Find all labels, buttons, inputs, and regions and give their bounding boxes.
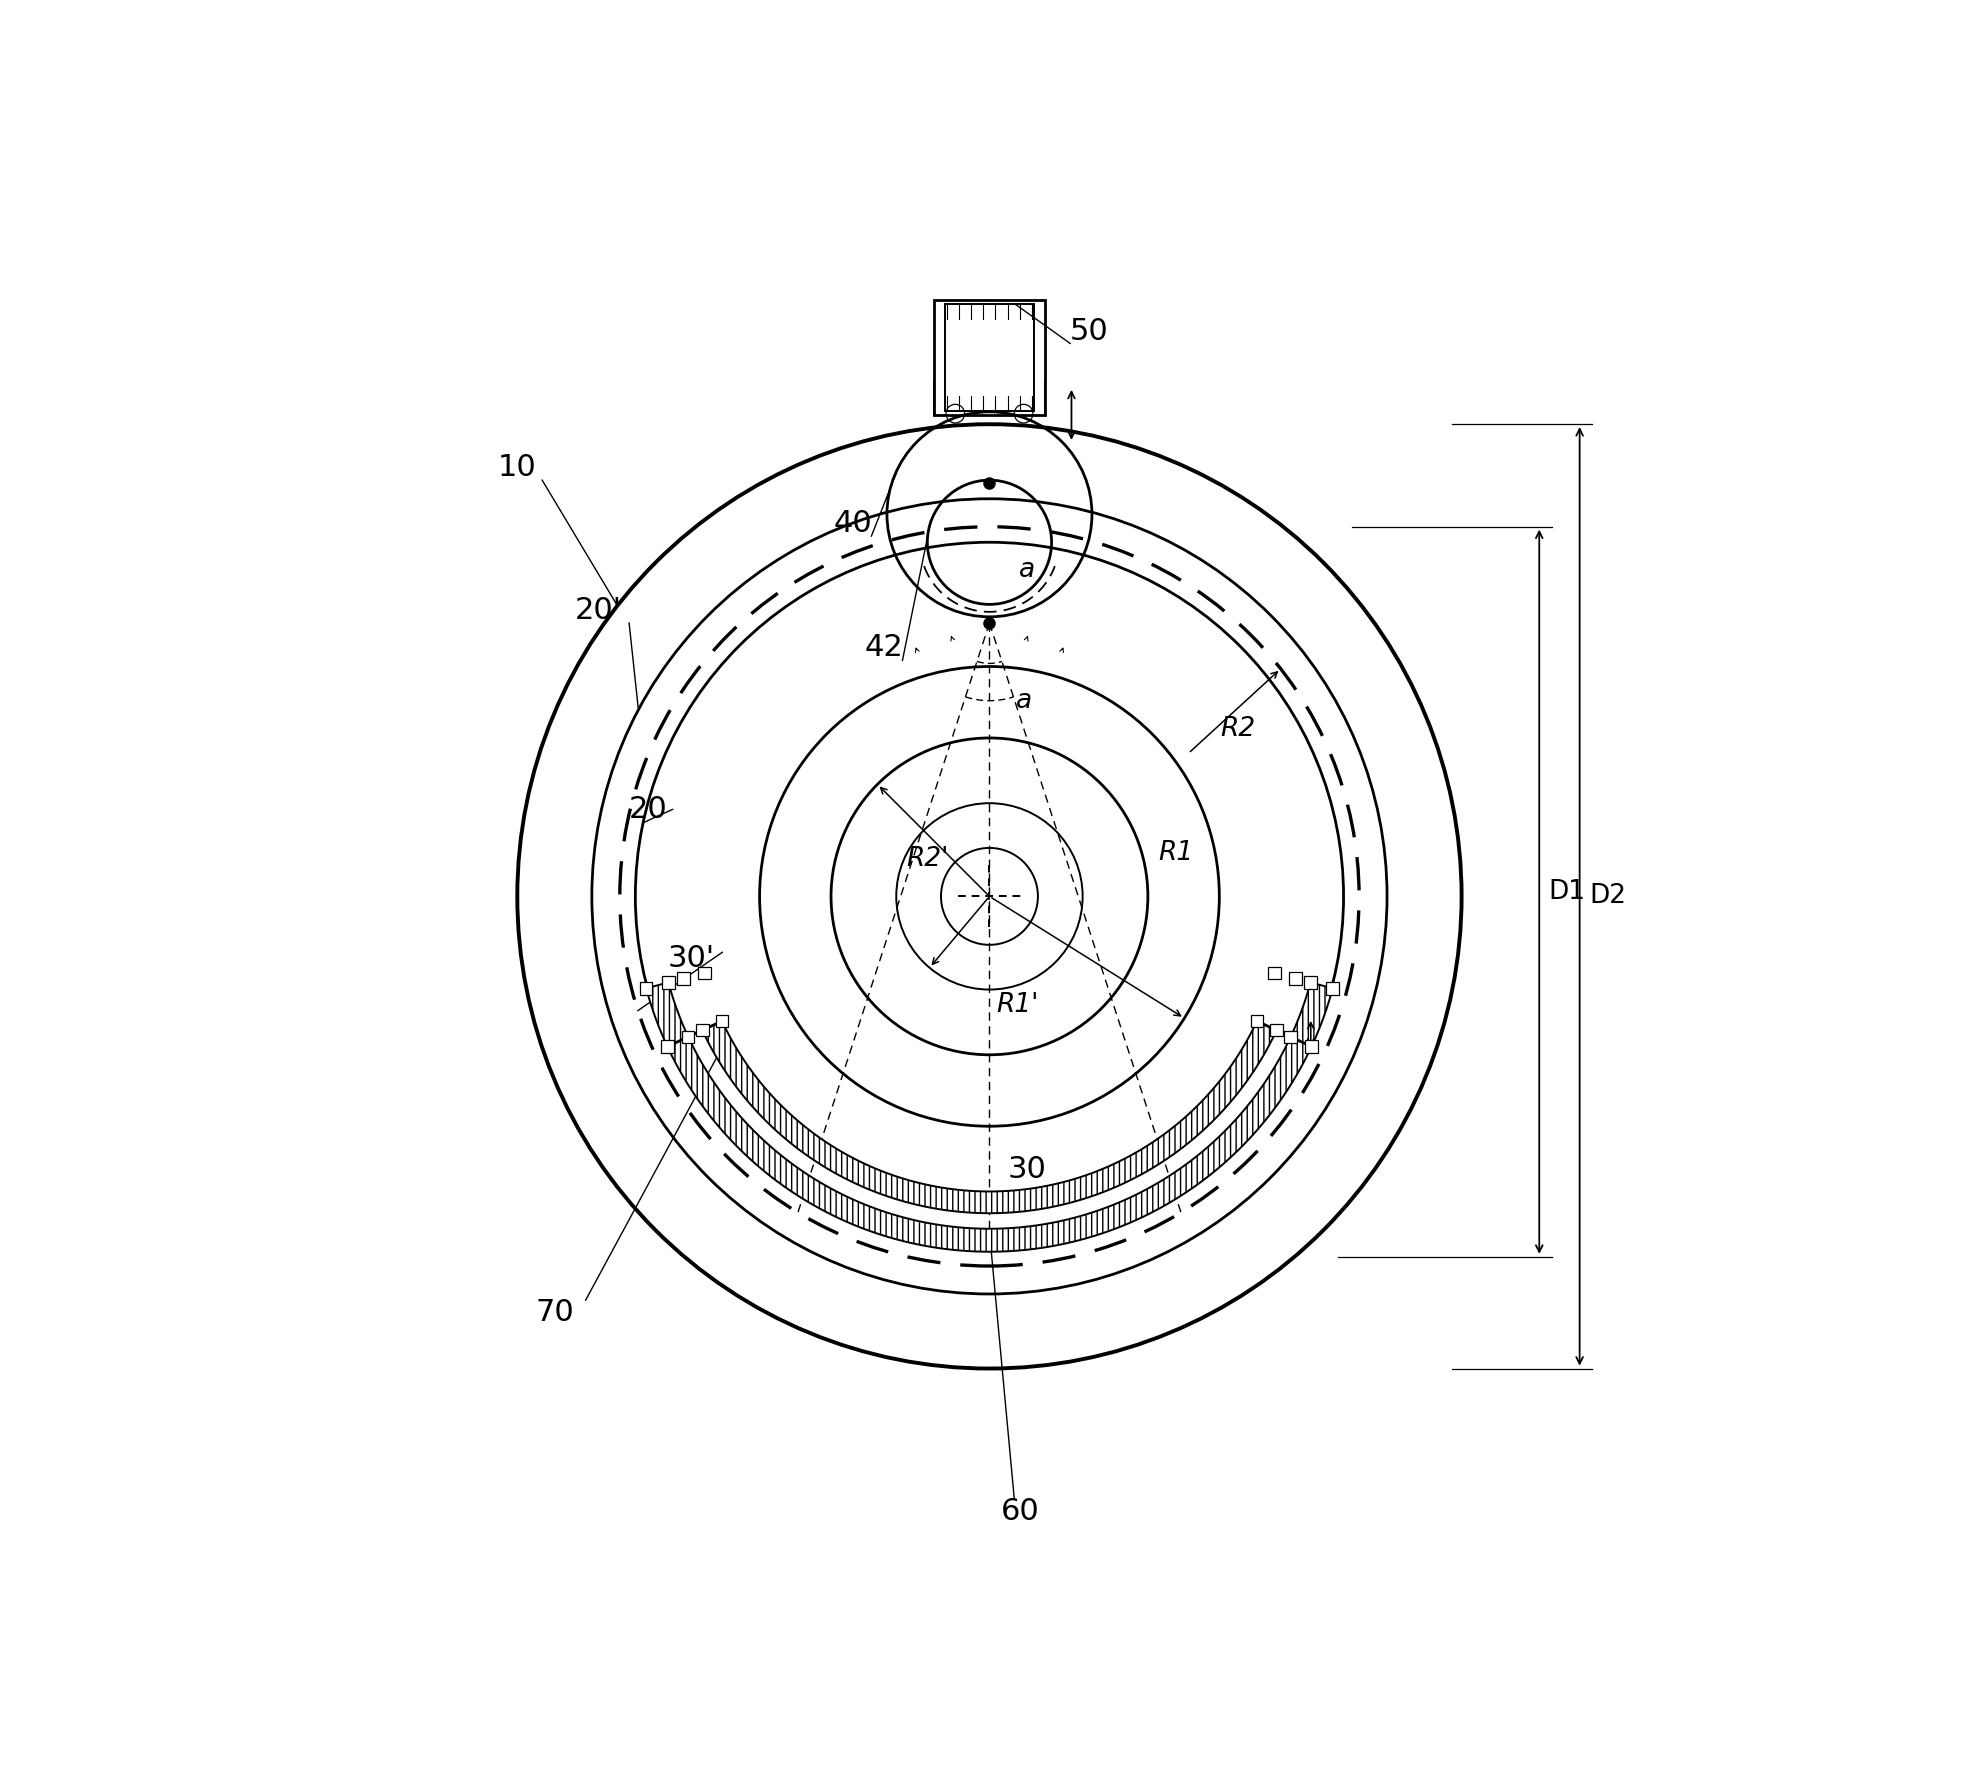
Polygon shape (702, 1021, 1277, 1212)
Text: 40: 40 (834, 509, 871, 538)
Bar (663, 976, 675, 989)
Text: 30: 30 (1007, 1156, 1046, 1184)
Text: a: a (1015, 687, 1031, 714)
Bar (639, 982, 653, 994)
Bar (1306, 1040, 1318, 1053)
Text: 20': 20' (574, 596, 622, 625)
Text: D2: D2 (1589, 884, 1627, 909)
Bar (1288, 973, 1302, 985)
Bar (1251, 1015, 1263, 1028)
Text: 60: 60 (1001, 1496, 1041, 1526)
Text: 50: 50 (1070, 316, 1107, 346)
Text: a: a (1019, 557, 1035, 584)
Bar (1269, 967, 1281, 980)
Text: R1': R1' (995, 992, 1039, 1019)
Bar (683, 1031, 694, 1044)
Text: 70: 70 (535, 1298, 574, 1328)
Bar (1271, 1024, 1282, 1037)
Bar (716, 1015, 728, 1028)
Text: R1: R1 (1159, 840, 1194, 866)
Bar (661, 1040, 673, 1053)
Text: 30': 30' (667, 944, 714, 973)
Text: R2: R2 (1220, 715, 1255, 742)
Polygon shape (647, 982, 1334, 1251)
Bar (696, 1024, 708, 1037)
Text: 42: 42 (864, 634, 903, 662)
Bar (677, 973, 690, 985)
Bar (1304, 976, 1316, 989)
Bar (1326, 982, 1340, 994)
Bar (698, 967, 710, 980)
Text: D1: D1 (1548, 879, 1585, 905)
Text: 10: 10 (498, 453, 537, 483)
Text: 20: 20 (627, 795, 667, 824)
Bar (1284, 1031, 1296, 1044)
Bar (944, 304, 1035, 412)
Text: R2': R2' (907, 847, 948, 872)
Bar (934, 300, 1044, 415)
